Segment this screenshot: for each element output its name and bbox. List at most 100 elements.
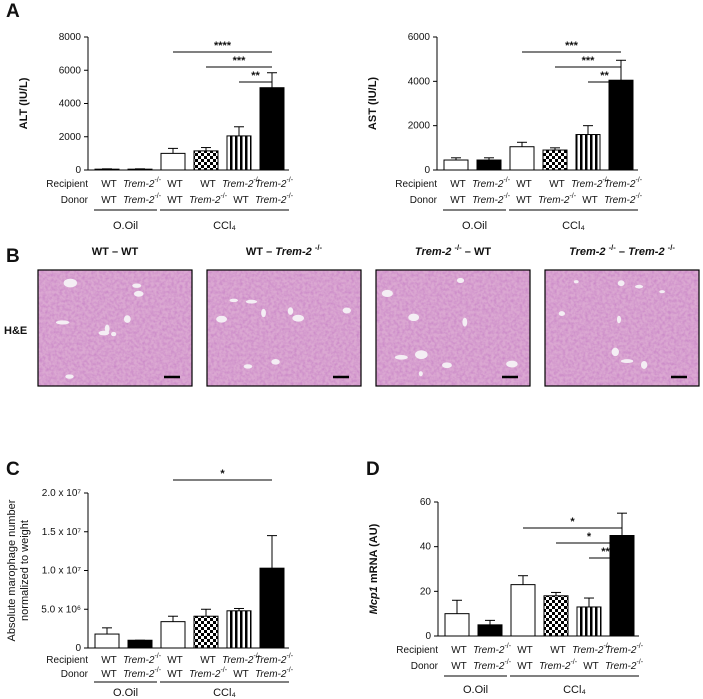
y-tick-label: 4000: [408, 76, 431, 87]
row-label: Recipient: [395, 179, 437, 190]
recipient-label: WT: [101, 655, 117, 666]
donor-label: WT: [167, 195, 183, 206]
vessel: [132, 283, 142, 288]
y-tick-label: 2.0 x 10⁷: [42, 488, 82, 499]
bar: [543, 595, 569, 637]
donor-label: Trem-2-/-: [189, 193, 228, 205]
recipient-label: Trem-2-/-: [605, 643, 644, 655]
group-label: CCl₄: [563, 684, 586, 696]
row-label: Donor: [61, 669, 89, 680]
group-label: O.Oil: [113, 687, 138, 699]
vessel: [659, 290, 665, 294]
recipient-label: WT: [200, 179, 216, 190]
recipient-label: WT: [167, 655, 183, 666]
y-tick-label: 40: [420, 541, 432, 552]
vessel: [442, 362, 452, 369]
vessel: [292, 314, 305, 322]
bar: [193, 615, 219, 649]
panel-label: A: [6, 1, 20, 22]
bar: [576, 606, 602, 637]
image-title: WT – WT: [92, 246, 139, 258]
vessel: [640, 360, 648, 369]
recipient-label: WT: [450, 179, 466, 190]
donor-label: WT: [451, 661, 467, 672]
y-tick-label: 1.0 x 10⁷: [42, 565, 82, 576]
tissue-texture: [376, 270, 530, 386]
donor-label: Trem-2-/-: [604, 193, 643, 205]
significance-label: *: [570, 516, 575, 528]
bar: [542, 149, 568, 171]
stain-label: H&E: [4, 325, 27, 337]
significance-label: **: [600, 70, 609, 82]
donor-label: WT: [450, 195, 466, 206]
vessel: [617, 280, 625, 287]
group-label: CCl₄: [213, 687, 236, 699]
bar: [609, 535, 635, 637]
donor-label: WT: [233, 669, 249, 680]
group-label: O.Oil: [113, 220, 138, 232]
vessel: [394, 355, 408, 360]
donor-label: Trem-2-/-: [255, 193, 294, 205]
y-tick-label: 8000: [59, 32, 82, 43]
vessel: [271, 359, 280, 365]
donor-label: WT: [233, 195, 249, 206]
recipient-label: Trem-2-/-: [473, 643, 512, 655]
vessel: [133, 290, 144, 297]
vessel: [55, 320, 70, 325]
vessel: [111, 331, 117, 337]
donor-label: Trem-2-/-: [605, 659, 644, 671]
image-border: [206, 269, 362, 387]
donor-label: WT: [101, 669, 117, 680]
bar: [575, 134, 601, 171]
vessel: [381, 289, 393, 298]
y-tick-label: 2000: [408, 120, 431, 131]
y-tick-label: 0: [425, 631, 431, 642]
bar: [444, 613, 470, 637]
bar: [94, 633, 120, 649]
y-axis-label: ALT (IU/L): [18, 77, 30, 129]
y-axis-label: AST (IU/L): [367, 77, 379, 130]
vessel: [123, 315, 131, 323]
tissue-texture: [38, 270, 192, 386]
y-tick-label: 6000: [59, 65, 82, 76]
significance-label: *: [220, 468, 225, 480]
image-border: [37, 269, 193, 387]
group-label: CCl₄: [213, 220, 236, 232]
bar: [127, 639, 153, 649]
vessel: [611, 347, 619, 357]
panel-label: C: [6, 459, 20, 480]
vessel: [65, 374, 74, 379]
recipient-label: WT: [516, 179, 532, 190]
y-tick-label: 0: [75, 643, 81, 654]
group-label: O.Oil: [463, 684, 488, 696]
vessel: [342, 307, 352, 314]
tissue-texture: [207, 270, 361, 386]
bar: [160, 621, 186, 649]
y-tick-label: 2000: [59, 131, 82, 142]
row-label: Donor: [411, 661, 439, 672]
bar: [476, 159, 502, 171]
image-border: [375, 269, 531, 387]
significance-label: ****: [214, 40, 232, 52]
recipient-label: Trem-2-/-: [222, 177, 261, 189]
row-label: Donor: [410, 195, 438, 206]
y-axis-label: Absolute marophage number: [6, 499, 18, 641]
vessel: [104, 324, 110, 333]
recipient-label: Trem-2-/-: [255, 653, 294, 665]
vessel: [415, 350, 428, 360]
recipient-label: WT: [101, 179, 117, 190]
vessel: [408, 313, 420, 322]
image-title: WT – Trem-2 -/-: [246, 243, 323, 258]
y-tick-label: 0: [424, 165, 430, 176]
vessel: [287, 307, 294, 315]
donor-label: Trem-2-/-: [539, 659, 578, 671]
vessel: [456, 277, 465, 283]
vessel: [63, 278, 78, 288]
y-tick-label: 5.0 x 10⁶: [41, 604, 81, 615]
donor-label: WT: [517, 661, 533, 672]
vessel: [216, 315, 227, 323]
vessel: [261, 308, 266, 318]
vessel: [245, 299, 258, 304]
donor-label: Trem-2-/-: [123, 193, 162, 205]
bar: [193, 150, 219, 171]
